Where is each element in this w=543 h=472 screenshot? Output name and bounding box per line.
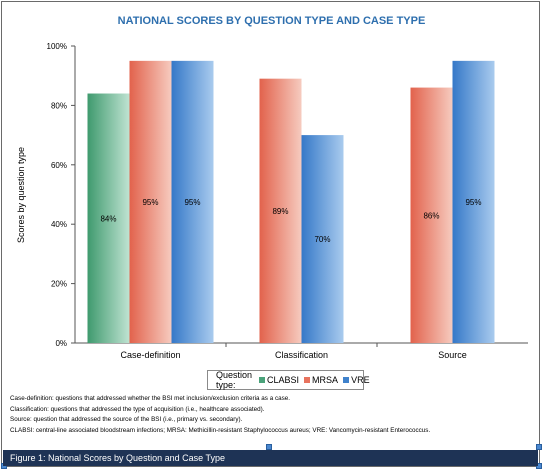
legend-label-vre: VRE — [351, 375, 370, 385]
note-case-definition: Case-definition: questions that addresse… — [10, 395, 291, 402]
data-label-vre-case-definition: 95% — [184, 198, 200, 207]
legend-item-mrsa: MRSA — [304, 375, 338, 385]
legend-swatch-mrsa — [304, 377, 311, 383]
data-label-mrsa-classification: 89% — [272, 207, 288, 216]
y-tick-label: 80% — [51, 101, 67, 110]
y-tick-label: 0% — [55, 339, 67, 348]
bar-vre-source — [452, 60, 495, 343]
data-label-clabsi-case-definition: 84% — [100, 214, 116, 223]
note-source: Source: question that addressed the sour… — [10, 416, 243, 423]
data-label-mrsa-case-definition: 95% — [142, 198, 158, 207]
y-tick-label: 100% — [47, 42, 67, 51]
chart-notes: Case-definition: questions that addresse… — [10, 394, 430, 436]
legend-label-mrsa: MRSA — [312, 375, 339, 385]
legend-label-clabsi: CLABSI — [267, 375, 300, 385]
resize-handle-bottom-right[interactable] — [536, 463, 542, 469]
note-abbreviations: CLABSI: central-line associated bloodstr… — [10, 426, 431, 434]
y-tick-label: 20% — [51, 280, 67, 289]
bar-chart: Scores by question type 0% 20% 40% 60% 80% 10… — [16, 42, 528, 360]
legend-swatch-clabsi — [259, 377, 266, 383]
legend: Question type: CLABSI MRSA VRE — [207, 370, 370, 390]
x-tick-label: Classification — [275, 350, 328, 360]
legend-item-vre: VRE — [343, 375, 370, 385]
x-tick-label: Source — [438, 350, 467, 360]
figure-caption: Figure 1: National Scores by Question an… — [3, 450, 538, 466]
data-label-mrsa-source: 86% — [423, 211, 439, 220]
note-classification: Classification: questions that addressed… — [10, 405, 265, 413]
legend-swatch-vre — [343, 377, 350, 383]
resize-handle-top-right[interactable] — [536, 444, 542, 450]
y-tick-label: 40% — [51, 220, 67, 229]
bar-vre-classification — [301, 135, 344, 343]
resize-handle-top[interactable] — [266, 444, 272, 450]
data-label-vre-source: 95% — [465, 198, 481, 207]
bar-vre-case-definition — [171, 60, 214, 343]
bar-mrsa-case-definition — [129, 60, 172, 343]
legend-item-clabsi: CLABSI — [259, 375, 299, 385]
y-tick-label: 60% — [51, 161, 67, 170]
chart-title: NATIONAL SCORES BY QUESTION TYPE AND CAS… — [117, 15, 426, 27]
x-tick-label: Case-definition — [120, 350, 180, 360]
bar-mrsa-source — [410, 87, 453, 343]
bar-mrsa-classification — [259, 78, 302, 344]
legend-title: Question type: — [216, 370, 253, 390]
data-label-vre-classification: 70% — [314, 235, 330, 244]
bar-clabsi-case-definition — [87, 93, 130, 344]
y-axis-label: Scores by question type — [16, 147, 26, 243]
